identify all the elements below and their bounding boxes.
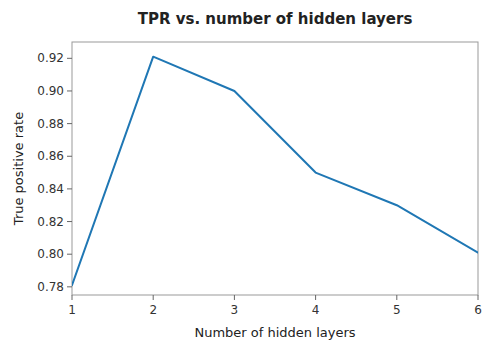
chart-title: TPR vs. number of hidden layers <box>138 10 413 28</box>
plot-area <box>72 57 478 286</box>
x-tick-label: 3 <box>231 303 239 317</box>
x-tick <box>153 295 154 300</box>
x-tick <box>396 295 397 300</box>
x-tick <box>234 295 235 300</box>
x-tick-label: 5 <box>393 303 401 317</box>
x-axis-label: Number of hidden layers <box>194 325 355 340</box>
y-tick-label: 0.82 <box>37 215 64 229</box>
y-tick-label: 0.90 <box>37 84 64 98</box>
x-tick-label: 2 <box>149 303 157 317</box>
x-tick-label: 4 <box>312 303 320 317</box>
y-tick-label: 0.84 <box>37 182 64 196</box>
y-tick <box>67 188 72 189</box>
chart-container: 0.78 0.80 0.82 0.84 0.86 0.88 0.90 0.92 1 2 3 4 5 6 TP… <box>0 0 500 349</box>
y-tick-label: 0.88 <box>37 117 64 131</box>
y-tick-label: 0.86 <box>37 149 64 163</box>
x-axis: 1 2 3 4 5 6 <box>68 295 482 317</box>
y-axis-label: True positive rate <box>11 112 26 226</box>
y-tick <box>67 286 72 287</box>
x-tick <box>478 295 479 300</box>
y-tick-label: 0.92 <box>37 51 64 65</box>
x-tick-label: 1 <box>68 303 76 317</box>
plot-frame <box>72 42 478 295</box>
y-tick <box>67 123 72 124</box>
data-line <box>72 57 478 286</box>
y-tick <box>67 254 72 255</box>
chart-svg: 0.78 0.80 0.82 0.84 0.86 0.88 0.90 0.92 1 2 3 4 5 6 TP… <box>0 0 500 349</box>
y-tick <box>67 156 72 157</box>
y-tick <box>67 221 72 222</box>
y-axis: 0.78 0.80 0.82 0.84 0.86 0.88 0.90 0.92 <box>37 51 72 294</box>
y-tick-label: 0.80 <box>37 247 64 261</box>
x-tick <box>72 295 73 300</box>
y-tick <box>67 58 72 59</box>
y-tick <box>67 90 72 91</box>
x-tick-label: 6 <box>474 303 482 317</box>
y-tick-label: 0.78 <box>37 280 64 294</box>
x-tick <box>315 295 316 300</box>
